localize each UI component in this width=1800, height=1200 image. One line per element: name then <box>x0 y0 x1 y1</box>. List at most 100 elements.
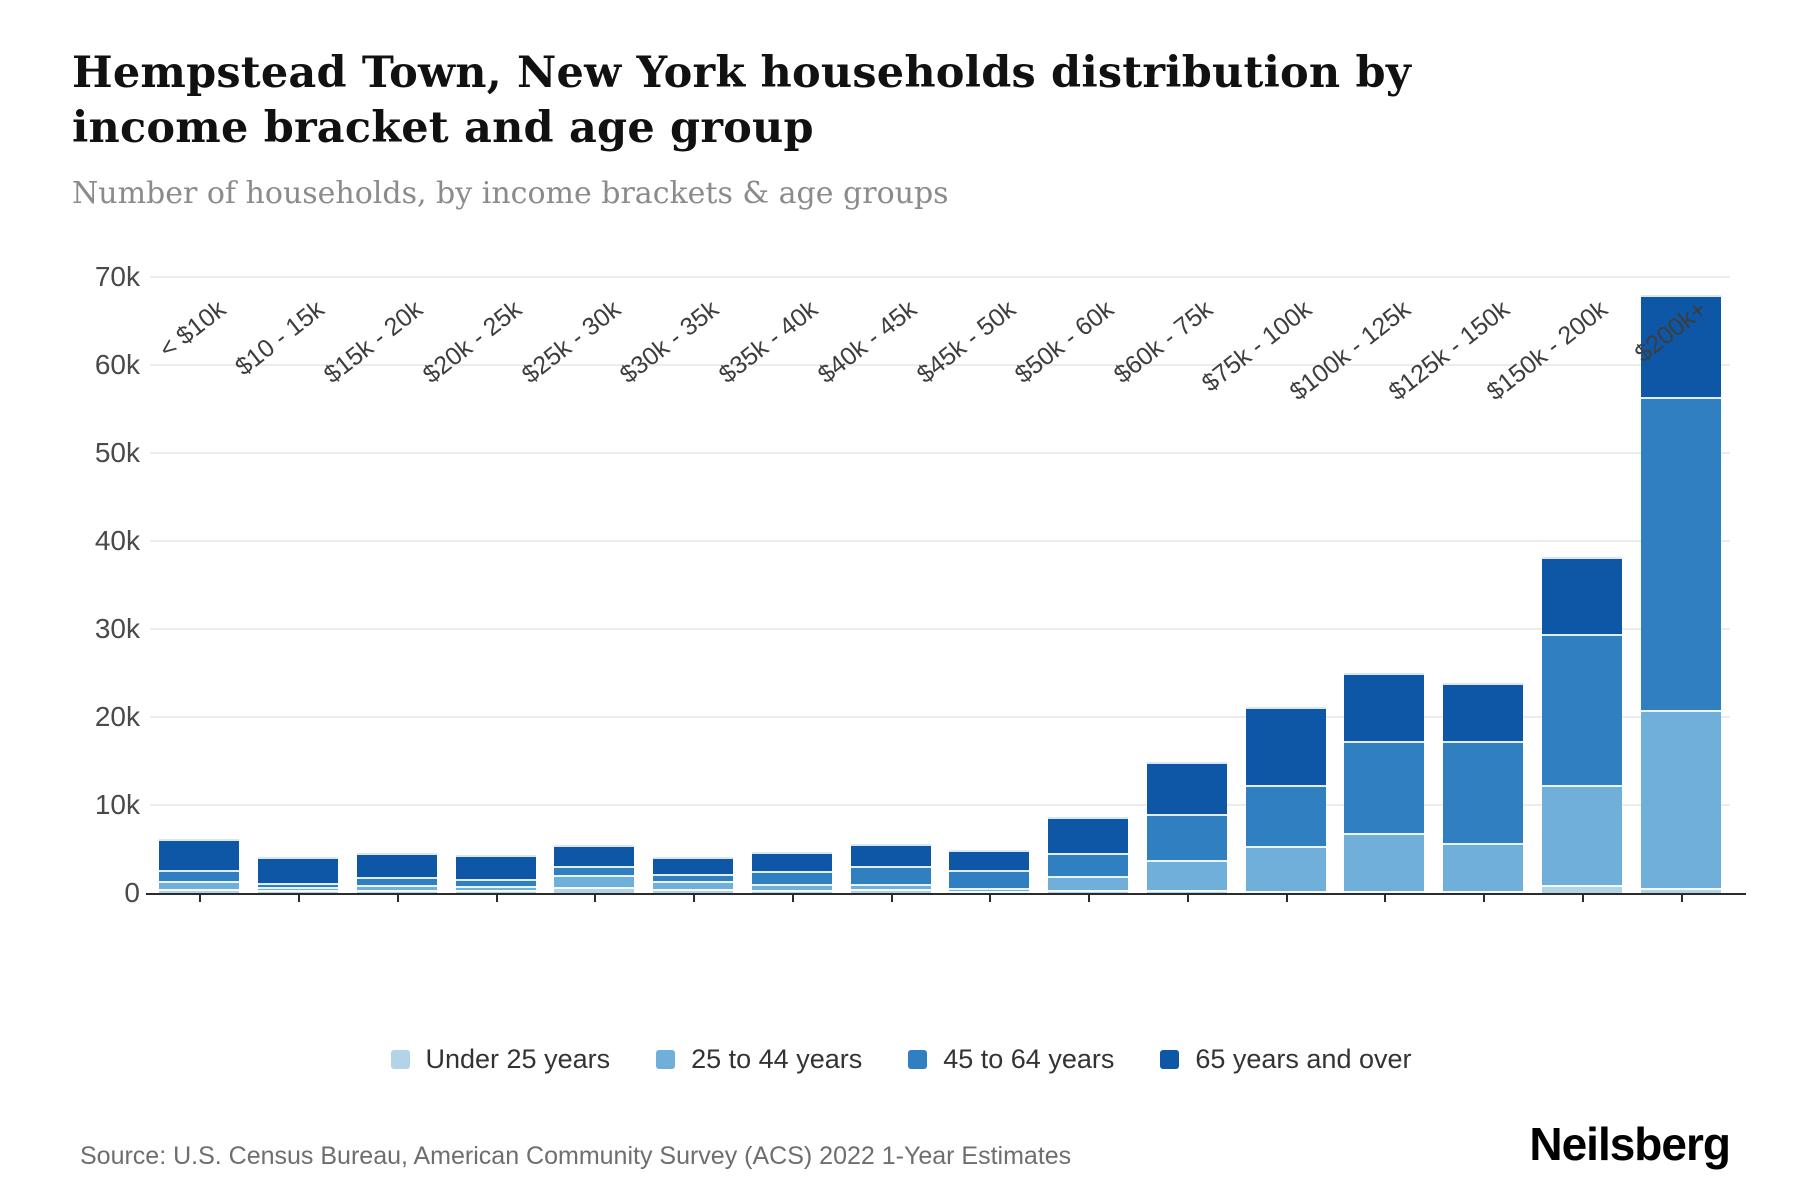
bar-segment[interactable] <box>554 866 635 876</box>
bar-slot: $75k - 100k <box>1197 277 1335 903</box>
bar-segment[interactable] <box>850 866 931 884</box>
bar-segment[interactable] <box>949 870 1030 888</box>
bar-segment[interactable] <box>1640 887 1721 894</box>
bar-segment[interactable] <box>554 886 635 894</box>
bar-segment[interactable] <box>356 877 437 886</box>
y-axis-label: 0 <box>124 877 140 909</box>
bar-segment[interactable] <box>850 883 931 889</box>
bar-$45k - 50k <box>949 850 1030 894</box>
bar-segment[interactable] <box>159 870 240 882</box>
bar-$60k - 75k <box>1146 761 1227 894</box>
bar-segment[interactable] <box>653 889 734 894</box>
bar-segment[interactable] <box>850 888 931 894</box>
bar-segment[interactable] <box>751 889 832 894</box>
bar-segment[interactable] <box>258 857 339 883</box>
bar-segment[interactable] <box>554 875 635 887</box>
y-axis: 0 10k 20k 30k 40k 50k 60k 70k <box>72 261 150 908</box>
bar-segment[interactable] <box>1146 889 1227 894</box>
y-axis-label: 60k <box>94 349 140 381</box>
legend-item[interactable]: 65 years and over <box>1160 1044 1412 1075</box>
bar-segment[interactable] <box>455 854 536 880</box>
bar-segment[interactable] <box>554 845 635 867</box>
bar-segment[interactable] <box>1541 885 1622 894</box>
bar-segment[interactable] <box>751 871 832 885</box>
bar-segment[interactable] <box>159 889 240 894</box>
bar-segment[interactable] <box>1443 740 1524 843</box>
legend: Under 25 years 25 to 44 years 45 to 64 yea… <box>72 1037 1730 1081</box>
bar-$75k - 100k <box>1245 706 1326 894</box>
bar-segment[interactable] <box>159 838 240 871</box>
bar-segment[interactable] <box>1245 785 1326 846</box>
bar-$25k - 30k <box>554 845 635 894</box>
bar-slot: $125k - 150k <box>1383 277 1533 903</box>
bar-segment[interactable] <box>1146 761 1227 814</box>
bar-segment[interactable] <box>653 881 734 890</box>
x-axis-tick <box>495 894 498 903</box>
bar-$100k - 125k <box>1344 673 1425 894</box>
bar-segment[interactable] <box>949 850 1030 871</box>
bar-segment[interactable] <box>1245 706 1326 786</box>
bar-segment[interactable] <box>1344 833 1425 892</box>
bar-segment[interactable] <box>356 852 437 878</box>
bar-slot: $25k - 30k <box>516 277 644 903</box>
bar-segment[interactable] <box>1344 740 1425 834</box>
bar-segment[interactable] <box>1048 816 1129 854</box>
bar-segment[interactable] <box>258 890 339 894</box>
bar-segment[interactable] <box>751 852 832 872</box>
bar-segment[interactable] <box>1443 682 1524 741</box>
bar-segment[interactable] <box>455 879 536 887</box>
x-axis-tick <box>693 894 696 903</box>
bar-segment[interactable] <box>159 881 240 890</box>
bar-segment[interactable] <box>1640 396 1721 711</box>
bar-segment[interactable] <box>455 886 536 890</box>
x-axis-tick <box>199 894 202 903</box>
bar-segment[interactable] <box>850 844 931 867</box>
bar-segment[interactable] <box>1146 813 1227 860</box>
page-subtitle: Number of households, by income brackets… <box>72 176 949 212</box>
bar-segment[interactable] <box>1048 853 1129 877</box>
bar-segment[interactable] <box>949 887 1030 891</box>
bar-segment[interactable] <box>1443 890 1524 894</box>
legend-item[interactable]: 45 to 64 years <box>908 1044 1114 1075</box>
bars-container: < $10k $10 - 15k $15k - 20k $20k - 25k $25k … <box>150 277 1730 903</box>
bar-segment[interactable] <box>356 889 437 894</box>
bar-segment[interactable] <box>949 890 1030 894</box>
bar-segment[interactable] <box>1048 876 1129 891</box>
bar-segment[interactable] <box>455 889 536 894</box>
bar-segment[interactable] <box>1541 784 1622 886</box>
bar-segment[interactable] <box>653 874 734 882</box>
bar-segment[interactable] <box>653 857 734 875</box>
gridline <box>150 804 1730 807</box>
bar-segment[interactable] <box>1640 710 1721 888</box>
bar-$30k - 35k <box>653 857 734 894</box>
y-axis-label: 50k <box>94 437 140 469</box>
bar-$20k - 25k <box>455 854 536 894</box>
bar-segment[interactable] <box>1344 891 1425 894</box>
bar-segment[interactable] <box>356 885 437 890</box>
bar-segment[interactable] <box>258 882 339 887</box>
bar-segment[interactable] <box>751 884 832 890</box>
bar-segment[interactable] <box>1541 556 1622 635</box>
bar-segment[interactable] <box>1541 634 1622 785</box>
y-axis-label: 40k <box>94 525 140 557</box>
bar-segment[interactable] <box>258 886 339 891</box>
bar-segment[interactable] <box>1344 673 1425 741</box>
x-axis-tick <box>298 894 301 903</box>
legend-item[interactable]: Under 25 years <box>390 1044 610 1075</box>
bar-segment[interactable] <box>1640 294 1721 397</box>
x-axis-tick <box>890 894 893 903</box>
bar-$150k - 200k <box>1541 556 1622 894</box>
gridline <box>150 364 1730 367</box>
legend-label: 25 to 44 years <box>691 1043 863 1074</box>
stacked-bar-chart: 0 10k 20k 30k 40k 50k 60k 70k < $10k $10 - 15k $1… <box>72 261 1746 1037</box>
bar-segment[interactable] <box>1146 859 1227 890</box>
legend-item[interactable]: 25 to 44 years <box>656 1044 862 1075</box>
bar-$35k - 40k <box>751 852 832 894</box>
bar-segment[interactable] <box>1245 890 1326 894</box>
bar-segment[interactable] <box>1443 842 1524 891</box>
bar-segment[interactable] <box>1048 890 1129 894</box>
y-axis-label: 10k <box>94 789 140 821</box>
legend-swatch-icon <box>390 1049 410 1069</box>
bar-segment[interactable] <box>1245 846 1326 891</box>
